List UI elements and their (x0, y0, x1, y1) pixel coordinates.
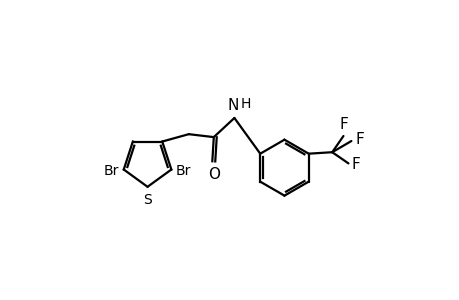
Text: O: O (207, 167, 219, 182)
Text: F: F (338, 118, 347, 133)
Text: Br: Br (175, 164, 191, 178)
Text: S: S (143, 193, 151, 207)
Text: Br: Br (104, 164, 119, 178)
Text: N: N (227, 98, 239, 113)
Text: F: F (355, 132, 364, 147)
Text: H: H (241, 98, 251, 112)
Text: F: F (351, 158, 360, 172)
